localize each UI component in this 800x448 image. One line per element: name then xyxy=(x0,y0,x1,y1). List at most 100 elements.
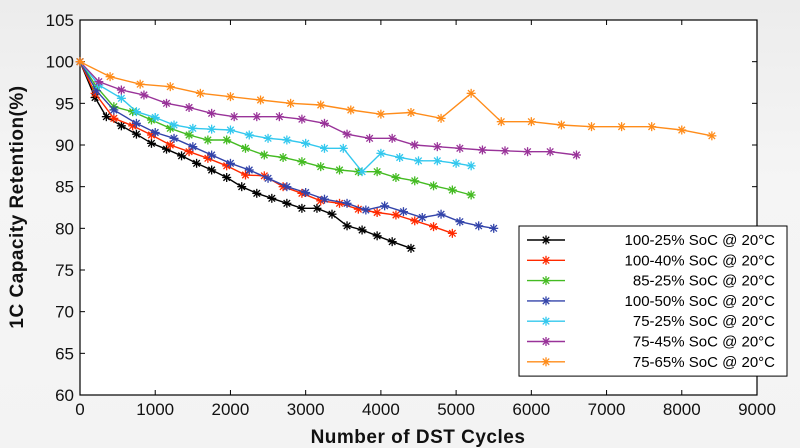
data-point xyxy=(256,95,266,105)
y-tick-label: 100 xyxy=(46,53,74,72)
data-point xyxy=(451,158,461,168)
data-point xyxy=(282,135,292,145)
series-line xyxy=(79,61,472,196)
y-tick-label: 90 xyxy=(55,136,74,155)
legend-item: 85-25% SoC @ 20°C xyxy=(527,273,775,290)
series-5 xyxy=(75,57,581,160)
legend-label: 85-25% SoC @ 20°C xyxy=(633,273,775,290)
y-tick-label: 95 xyxy=(55,94,74,113)
data-point xyxy=(207,108,217,118)
data-point xyxy=(188,142,198,152)
legend-label: 100-50% SoC @ 20°C xyxy=(625,293,776,310)
y-tick-label: 85 xyxy=(55,178,74,197)
data-point xyxy=(436,209,446,219)
data-point xyxy=(139,90,149,100)
data-point xyxy=(372,231,382,241)
data-point xyxy=(357,225,367,235)
data-point xyxy=(274,112,284,122)
data-point xyxy=(297,114,307,124)
data-point xyxy=(432,156,442,166)
data-point xyxy=(319,194,329,204)
data-point xyxy=(526,117,536,127)
data-point xyxy=(398,207,408,217)
legend-item: 75-45% SoC @ 20°C xyxy=(527,334,775,351)
data-point xyxy=(203,135,213,145)
data-point xyxy=(647,122,657,132)
data-point xyxy=(545,147,555,157)
data-point xyxy=(101,112,111,122)
data-point xyxy=(417,213,427,222)
data-point xyxy=(195,88,205,98)
y-tick-label: 80 xyxy=(55,219,74,238)
data-point xyxy=(207,124,217,134)
data-point xyxy=(587,122,597,132)
data-point xyxy=(109,105,119,115)
data-point xyxy=(707,131,717,141)
legend-label: 75-25% SoC @ 20°C xyxy=(633,313,775,330)
data-point xyxy=(109,113,119,123)
x-tick-label: 8000 xyxy=(663,400,701,419)
data-point xyxy=(116,121,126,131)
y-axis-title: 1C Capacity Retention(%) xyxy=(7,85,28,328)
data-point xyxy=(455,143,465,153)
data-point xyxy=(263,173,273,183)
data-point xyxy=(162,144,172,154)
data-point xyxy=(312,203,322,213)
data-point xyxy=(301,138,311,148)
legend-label: 100-40% SoC @ 20°C xyxy=(625,252,776,269)
data-point xyxy=(116,85,126,95)
data-point xyxy=(414,156,423,166)
data-point xyxy=(346,105,356,115)
data-point xyxy=(165,82,175,92)
y-tick-label: 60 xyxy=(55,386,74,405)
legend-marker xyxy=(541,296,551,306)
data-point xyxy=(297,157,307,167)
data-point xyxy=(376,109,386,119)
x-tick-label: 1000 xyxy=(136,400,174,419)
data-point xyxy=(282,198,292,208)
data-point xyxy=(410,176,420,186)
data-point xyxy=(429,181,439,191)
data-point xyxy=(556,120,566,130)
data-point xyxy=(240,143,250,153)
y-tick-label: 70 xyxy=(55,303,74,322)
data-point xyxy=(477,145,487,155)
data-point xyxy=(75,57,85,67)
data-point xyxy=(429,222,439,232)
axis-ticks: 0 1000 2000 3000 4000 5000 6000 7000 8000 9000 60 6… xyxy=(46,11,776,419)
x-tick-label: 7000 xyxy=(588,400,626,419)
data-point xyxy=(252,112,262,122)
data-point xyxy=(244,165,254,175)
data-point xyxy=(406,243,416,253)
data-point xyxy=(131,107,141,117)
data-point xyxy=(222,135,232,145)
data-point xyxy=(150,113,160,122)
legend-marker xyxy=(541,235,551,245)
data-point xyxy=(278,153,288,162)
data-point xyxy=(252,188,262,198)
data-point xyxy=(263,133,273,143)
data-point xyxy=(372,167,382,177)
data-point xyxy=(192,158,202,168)
data-point xyxy=(319,143,329,153)
data-point xyxy=(184,103,194,112)
data-point xyxy=(361,205,371,215)
data-point xyxy=(387,237,397,247)
x-tick-label: 6000 xyxy=(512,400,550,419)
data-point xyxy=(474,221,484,231)
x-tick-label: 3000 xyxy=(287,400,325,419)
data-point xyxy=(387,133,397,143)
data-point xyxy=(150,128,160,137)
series-line xyxy=(79,61,713,137)
legend-marker xyxy=(541,276,551,286)
data-point xyxy=(207,150,217,160)
data-point xyxy=(319,118,329,128)
data-point xyxy=(342,198,352,208)
data-point xyxy=(410,216,420,226)
data-point xyxy=(225,92,235,102)
data-point xyxy=(500,146,510,156)
legend-marker xyxy=(541,337,551,346)
x-tick-label: 5000 xyxy=(437,400,475,419)
data-point xyxy=(229,112,239,122)
